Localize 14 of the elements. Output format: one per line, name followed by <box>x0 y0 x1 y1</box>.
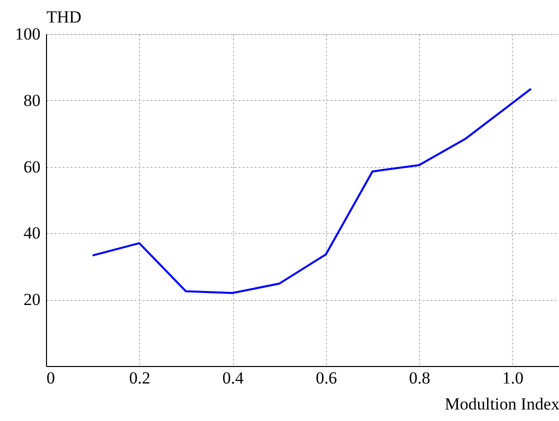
x-tick-label: 0.6 <box>316 368 337 388</box>
line-series <box>92 88 532 294</box>
x-tick-label: 0.4 <box>222 368 244 388</box>
y-tick-label: 80 <box>24 90 40 110</box>
x-tick-label: 0.2 <box>129 368 150 388</box>
x-tick-label: 0.8 <box>408 368 430 388</box>
y-tick-label: 100 <box>15 24 40 44</box>
x-tick-label: 1.0 <box>502 368 524 388</box>
x-axis-title: Modultion Index <box>444 394 559 414</box>
y-tick-label: 60 <box>24 157 40 176</box>
x-tick-label: 0 <box>46 368 55 388</box>
y-tick-label: 20 <box>24 290 40 310</box>
y-tick-label: 40 <box>24 224 40 243</box>
y-axis-title: THD <box>46 8 82 26</box>
